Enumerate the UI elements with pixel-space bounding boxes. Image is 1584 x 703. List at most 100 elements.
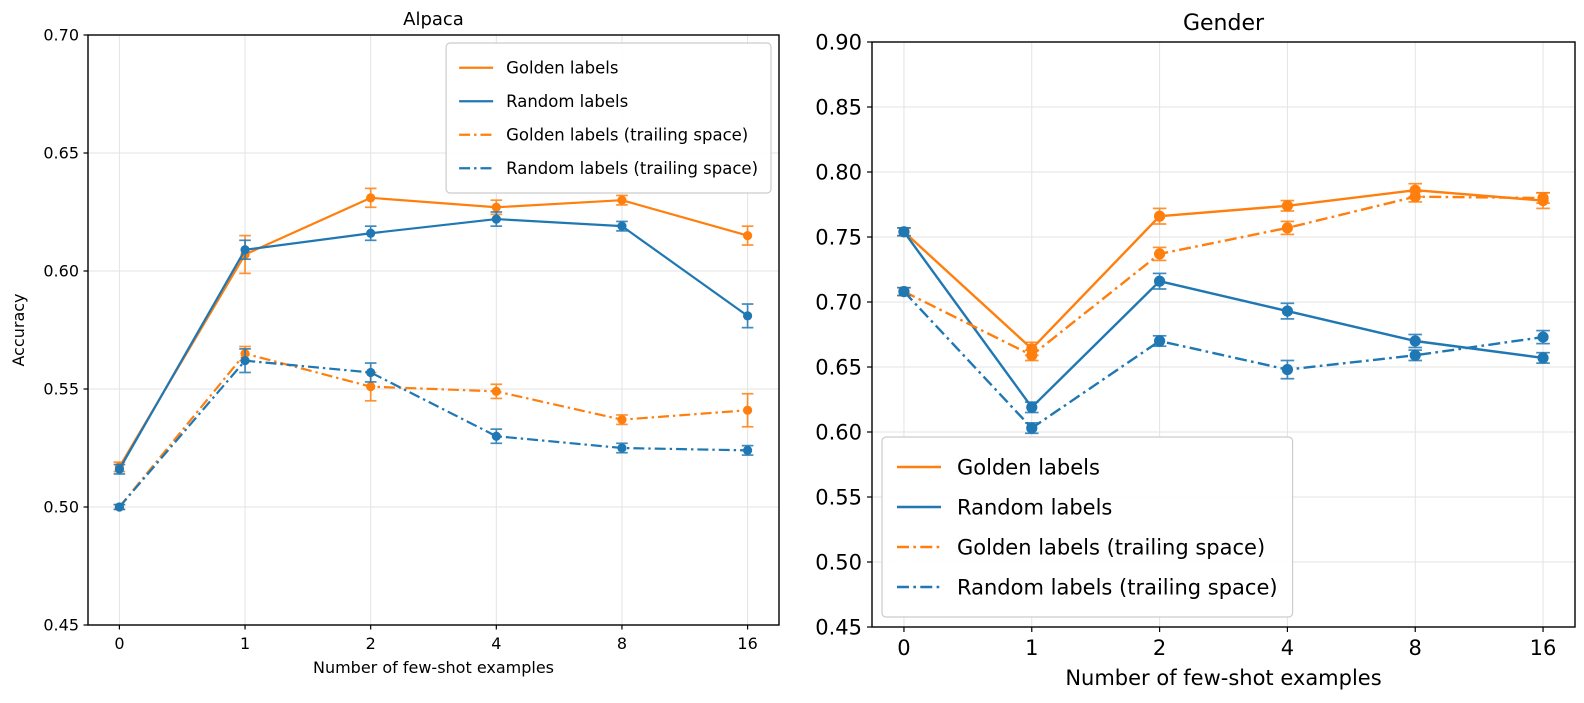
x-tick-label: 4 — [491, 634, 501, 653]
error-bars — [113, 211, 754, 475]
data-point — [240, 245, 250, 255]
error-bars — [897, 227, 1550, 414]
data-point — [1026, 349, 1038, 361]
y-tick-label: 0.75 — [815, 225, 862, 249]
data-point — [1537, 331, 1549, 343]
error-bars — [897, 182, 1550, 357]
error-bars — [113, 348, 754, 511]
series-random-labels — [897, 226, 1550, 414]
legend-entry-label: Random labels — [506, 92, 628, 111]
legend: Golden labels Random labels Golden labels … — [445, 42, 772, 194]
series-random-labels-trailing-space — [897, 286, 1550, 435]
y-tick-label: 0.60 — [43, 262, 79, 281]
y-tick-label: 0.50 — [815, 550, 862, 574]
error-bars — [897, 190, 1550, 362]
data-point — [742, 311, 753, 321]
x-tick-label: 16 — [1530, 636, 1557, 660]
legend-entry: Golden labels (trailing space) — [459, 126, 748, 145]
legend-entry-label: Golden labels — [506, 59, 618, 78]
legend-entry: Random labels (trailing space) — [897, 575, 1278, 599]
chart-title: Gender — [1183, 11, 1265, 36]
data-point — [1281, 222, 1294, 234]
series-line — [902, 231, 1544, 409]
x-tick-label: 1 — [1025, 636, 1038, 660]
series-golden-labels — [113, 187, 754, 473]
legend-entry: Golden labels (trailing space) — [897, 535, 1265, 559]
data-point — [1409, 349, 1421, 361]
y-tick-label: 0.55 — [43, 380, 79, 399]
data-point — [366, 367, 376, 378]
gender-subplot: 0.45 0.50 0.55 0.60 0.65 0.70 0.75 0.80 0.85 0.90… — [792, 0, 1584, 703]
y-tick-label: 0.50 — [43, 498, 79, 517]
data-point — [1281, 305, 1294, 317]
x-tick-label: 0 — [897, 636, 910, 660]
data-point — [366, 193, 376, 203]
legend-entry-label: Random labels — [957, 495, 1112, 519]
legend-entry-label: Golden labels — [957, 455, 1100, 479]
data-point — [742, 445, 753, 455]
axis-ticks — [83, 34, 749, 630]
error-bars — [113, 187, 754, 473]
y-tick-label: 0.85 — [815, 95, 862, 119]
series-line — [118, 352, 748, 508]
data-point — [1409, 335, 1421, 347]
data-point — [1026, 401, 1038, 413]
alpaca-chart-svg: 0.45 0.50 0.55 0.60 0.65 0.70 0 1 2 4 8 16 Alpaca Num… — [9, 9, 780, 677]
data-point — [617, 443, 627, 453]
data-point — [114, 502, 125, 512]
y-axis-label: Accuracy — [9, 293, 28, 366]
data-point — [1153, 275, 1166, 287]
x-tick-label: 16 — [737, 634, 757, 653]
plot-border — [87, 34, 780, 626]
legend-entry-label: Golden labels (trailing space) — [957, 535, 1265, 559]
legend-box — [881, 436, 1294, 618]
error-bars — [897, 286, 1550, 435]
data-point — [742, 405, 753, 415]
chart-title: Alpaca — [403, 9, 464, 30]
series-golden-labels — [897, 182, 1550, 357]
series-random-labels — [113, 211, 754, 475]
x-tick-label: 8 — [1409, 636, 1422, 660]
y-tick-label: 0.70 — [815, 290, 862, 314]
legend: Golden labels Random labels Golden labels … — [881, 436, 1294, 618]
data-point — [1026, 422, 1038, 434]
series-line — [118, 359, 748, 508]
data-point — [742, 231, 753, 241]
plot-border — [871, 41, 1576, 628]
legend-entry: Golden labels — [459, 59, 618, 78]
legend-entry: Random labels (trailing space) — [459, 159, 758, 178]
data-point — [491, 431, 501, 441]
data-point — [491, 214, 501, 224]
legend-entry-label: Random labels (trailing space) — [957, 575, 1278, 599]
y-tick-label: 0.70 — [43, 26, 79, 45]
y-tick-label: 0.60 — [815, 420, 862, 444]
data-point — [617, 415, 627, 425]
x-tick-label: 0 — [114, 634, 124, 653]
data-point — [898, 286, 910, 298]
axis-ticks — [867, 41, 1544, 632]
data-point — [617, 221, 627, 231]
y-tick-label: 0.65 — [43, 144, 79, 163]
y-tick-label: 0.65 — [815, 355, 862, 379]
legend-entry: Random labels — [897, 495, 1112, 519]
legend-entry-label: Golden labels (trailing space) — [506, 126, 748, 145]
x-axis-label: Number of few-shot examples — [1065, 666, 1381, 690]
legend-entry: Random labels — [459, 92, 628, 111]
y-tick-label: 0.45 — [43, 616, 79, 635]
error-bars — [113, 345, 754, 511]
x-axis-label: Number of few-shot examples — [313, 658, 554, 677]
data-point — [1153, 210, 1166, 222]
y-tick-label: 0.55 — [815, 485, 862, 509]
x-tick-label: 1 — [240, 634, 250, 653]
y-tick-label: 0.90 — [815, 30, 862, 54]
data-point — [491, 386, 501, 396]
data-point — [366, 228, 376, 238]
data-point — [1537, 352, 1549, 364]
data-point — [617, 195, 627, 205]
data-point — [491, 202, 501, 212]
data-point — [114, 464, 125, 474]
legend-entry: Golden labels — [897, 455, 1100, 479]
series-golden-labels-trailing-space — [897, 190, 1550, 362]
series-line — [118, 196, 748, 468]
series-line — [903, 290, 1544, 430]
